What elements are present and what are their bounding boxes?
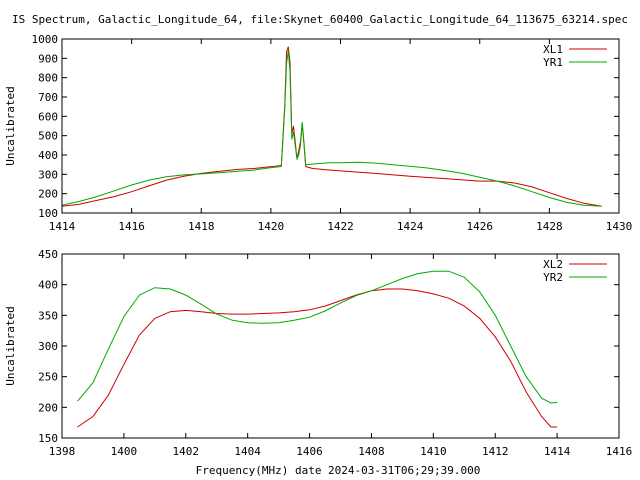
legend-label-xl2: XL2 bbox=[543, 258, 563, 271]
y-tick-label: 100 bbox=[38, 207, 58, 220]
y-tick-label: 700 bbox=[38, 91, 58, 104]
series-line-yr2 bbox=[77, 270, 558, 404]
legend-label-xl1: XL1 bbox=[543, 43, 563, 56]
x-tick-label: 1430 bbox=[606, 220, 633, 233]
y-tick-label: 400 bbox=[38, 279, 58, 292]
y-tick-label: 200 bbox=[38, 188, 58, 201]
top-panel-chart: 1414 1416 1418 1420 1422 1424 1426 1428 1430 100 2… bbox=[4, 33, 632, 233]
y-tick-label: 300 bbox=[38, 340, 58, 353]
x-tick-label: 1402 bbox=[173, 445, 200, 458]
y-tick-label: 600 bbox=[38, 110, 58, 123]
series-line-xl2 bbox=[77, 288, 558, 428]
y-tick-label: 500 bbox=[38, 130, 58, 143]
plot-frame bbox=[61, 253, 620, 439]
x-tick-label: 1418 bbox=[188, 220, 215, 233]
x-tick-label: 1404 bbox=[234, 445, 261, 458]
y-axis-label: Uncalibrated bbox=[4, 306, 17, 385]
x-tick-label: 1424 bbox=[397, 220, 424, 233]
x-tick-label: 1416 bbox=[606, 445, 633, 458]
x-tick-label: 1416 bbox=[118, 220, 145, 233]
legend-label-yr2: YR2 bbox=[543, 271, 563, 284]
x-tick-label: 1412 bbox=[482, 445, 509, 458]
y-tick-label: 800 bbox=[38, 72, 58, 85]
x-tick-label: 1428 bbox=[536, 220, 563, 233]
y-tick-label: 400 bbox=[38, 149, 58, 162]
y-tick-label: 350 bbox=[38, 309, 58, 322]
x-tick-label: 1406 bbox=[296, 445, 323, 458]
legend-label-yr1: YR1 bbox=[543, 56, 563, 69]
x-tick-label: 1420 bbox=[258, 220, 285, 233]
x-tick-label: 1414 bbox=[49, 220, 76, 233]
x-tick-label: 1398 bbox=[49, 445, 76, 458]
x-tick-label: 1400 bbox=[111, 445, 138, 458]
x-tick-label: 1408 bbox=[358, 445, 385, 458]
y-tick-label: 450 bbox=[38, 248, 58, 261]
x-tick-label: 1410 bbox=[420, 445, 447, 458]
y-tick-label: 200 bbox=[38, 401, 58, 414]
y-axis-label: Uncalibrated bbox=[4, 86, 17, 165]
y-tick-label: 300 bbox=[38, 168, 58, 181]
chart-title: IS Spectrum, Galactic_Longitude_64, file… bbox=[12, 13, 628, 26]
y-tick-label: 150 bbox=[38, 432, 58, 445]
y-tick-label: 1000 bbox=[32, 33, 59, 46]
x-axis-label: Frequency(MHz) date 2024-03-31T06;29;39.… bbox=[196, 464, 481, 477]
plot-frame bbox=[61, 38, 620, 214]
bottom-panel-chart: 1398 1400 1402 1404 1406 1408 1410 1412 1414 1416… bbox=[4, 248, 632, 458]
x-tick-label: 1414 bbox=[544, 445, 571, 458]
x-tick-label: 1422 bbox=[327, 220, 354, 233]
x-tick-label: 1426 bbox=[467, 220, 494, 233]
y-tick-label: 250 bbox=[38, 371, 58, 384]
y-tick-label: 900 bbox=[38, 52, 58, 65]
series-line-yr1 bbox=[61, 50, 602, 207]
